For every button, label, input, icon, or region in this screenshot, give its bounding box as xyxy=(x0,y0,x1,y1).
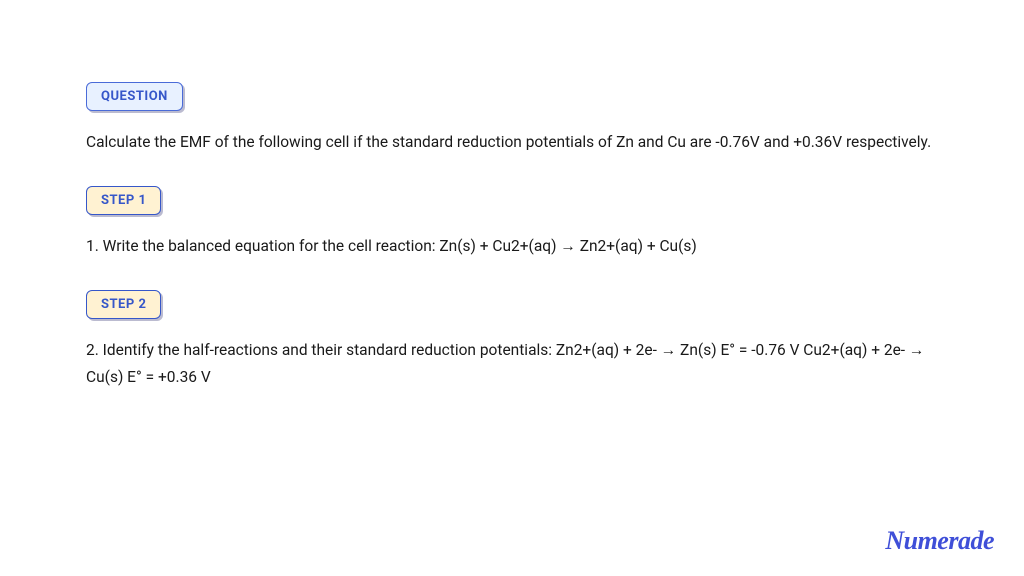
step-1-section: STEP 1 1. Write the balanced equation fo… xyxy=(86,186,938,260)
brand-logo: Numerade xyxy=(885,526,994,556)
question-badge: QUESTION xyxy=(86,82,183,111)
step-2-text: 2. Identify the half-reactions and their… xyxy=(86,337,938,391)
question-section: QUESTION Calculate the EMF of the follow… xyxy=(86,82,938,156)
question-text: Calculate the EMF of the following cell … xyxy=(86,129,938,156)
step-1-badge: STEP 1 xyxy=(86,186,161,215)
step-2-section: STEP 2 2. Identify the half-reactions an… xyxy=(86,290,938,391)
step-2-badge: STEP 2 xyxy=(86,290,161,319)
step-1-text: 1. Write the balanced equation for the c… xyxy=(86,233,938,260)
